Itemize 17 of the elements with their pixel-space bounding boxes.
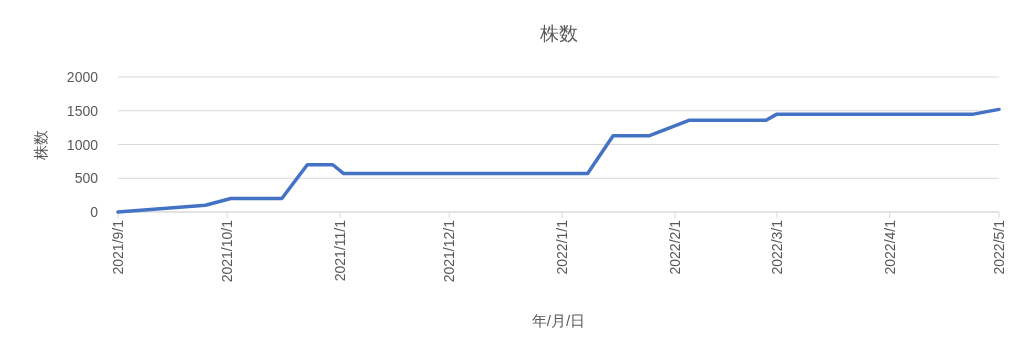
- y-tick-label: 1500: [66, 102, 99, 119]
- y-tick-label: 1000: [66, 136, 99, 153]
- y-axis-title: 株数: [32, 129, 49, 161]
- x-tick-label: 2022/4/1: [881, 219, 898, 275]
- x-tick-label: 2021/10/1: [219, 219, 236, 283]
- x-tick-label: 2022/3/1: [768, 219, 785, 275]
- x-tick-label: 2022/2/1: [667, 219, 683, 275]
- x-tick-label: 2022/1/1: [554, 219, 571, 275]
- x-tick-label: 2022/5/1: [991, 219, 1007, 275]
- y-tick-label: 500: [74, 170, 99, 187]
- x-tick-label: 2021/11/1: [332, 219, 349, 282]
- x-tick-label: 2021/9/1: [110, 219, 126, 275]
- x-tick-label: 2021/12/1: [441, 219, 458, 283]
- x-axis-title: 年/月/日: [531, 312, 586, 329]
- chart-title: 株数: [538, 23, 578, 44]
- y-tick-label: 2000: [66, 69, 99, 85]
- y-tick-label: 0: [90, 204, 99, 220]
